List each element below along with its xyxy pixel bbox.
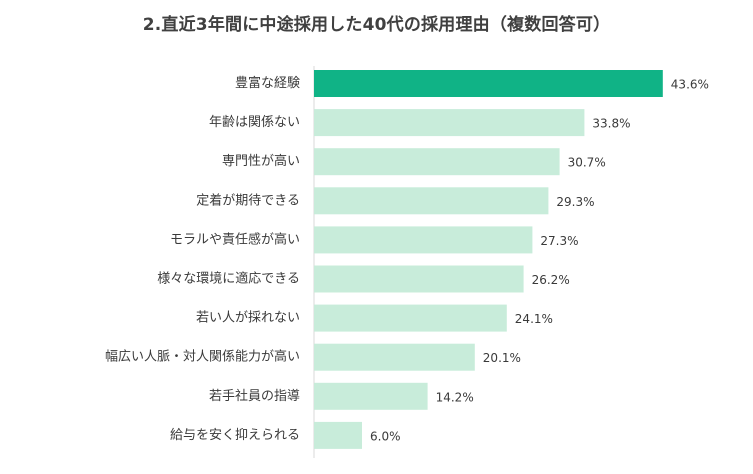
category-label: 定着が期待できる: [196, 192, 300, 208]
value-label: 14.2%: [436, 390, 474, 404]
value-label: 26.2%: [532, 273, 570, 287]
bar: [314, 304, 507, 332]
category-label: 様々な環境に適応できる: [157, 271, 300, 287]
value-label: 30.7%: [568, 156, 606, 170]
category-label: 幅広い人脈・対人関係能力が高い: [105, 349, 300, 365]
bar: [314, 226, 533, 254]
bar: [314, 187, 549, 215]
chart-title: 2.直近3年間に中途採用した40代の採用理由（複数回答可）: [142, 15, 611, 35]
value-label: 20.1%: [483, 351, 521, 365]
category-label: 年齢は関係ない: [209, 115, 300, 130]
value-label: 27.3%: [540, 234, 578, 248]
category-label: 若い人が採れない: [196, 310, 300, 326]
bar: [314, 421, 362, 449]
category-label: 豊富な経験: [235, 75, 300, 91]
category-label: 若手社員の指導: [209, 388, 300, 404]
category-label: 専門性が高い: [222, 153, 300, 169]
category-label: 給与を安く抑えられる: [170, 428, 300, 443]
bar: [314, 148, 560, 176]
value-label: 29.3%: [556, 195, 594, 209]
bar: [314, 265, 524, 293]
bar: [314, 70, 663, 97]
bar: [314, 109, 585, 137]
value-label: 33.8%: [592, 117, 630, 131]
value-label: 6.0%: [370, 429, 401, 443]
value-label: 43.6%: [671, 78, 709, 92]
category-label: モラルや責任感が高い: [170, 231, 300, 247]
bar: [314, 343, 475, 371]
bar: [314, 382, 428, 410]
value-label: 24.1%: [515, 312, 553, 326]
